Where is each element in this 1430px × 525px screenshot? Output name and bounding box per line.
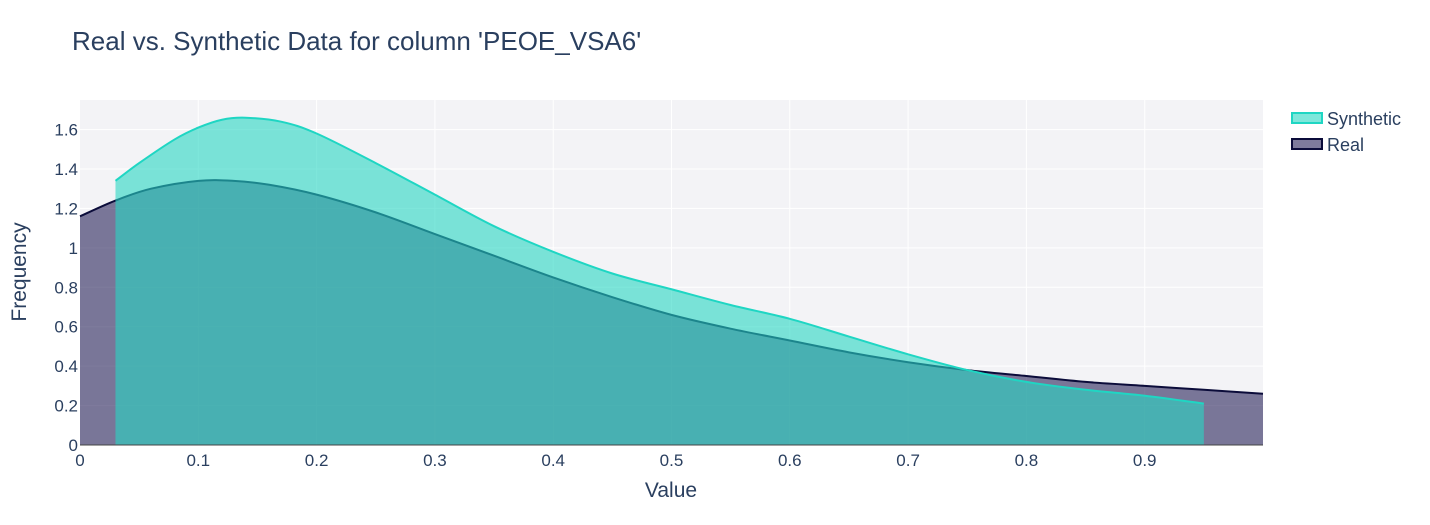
x-tick-label: 0.1 [186,451,210,470]
legend-item-synthetic[interactable]: Synthetic [1291,109,1401,129]
x-tick-label: 0.3 [423,451,447,470]
area-synthetic [115,117,1204,446]
legend-swatch [1291,138,1323,150]
y-axis-ticks: 0 0.2 0.4 0.6 0.8 1 1.2 1.4 1.6 [54,121,78,455]
y-tick-label: 0.6 [54,318,78,337]
x-tick-label: 0.9 [1133,451,1157,470]
legend-swatch [1291,112,1323,124]
x-tick-label: 0 [75,451,84,470]
y-tick-label: 1 [69,239,78,258]
y-tick-label: 1.2 [54,199,78,218]
x-axis-ticks: 0 0.1 0.2 0.3 0.4 0.5 0.6 0.7 0.8 0.9 [75,451,1156,470]
x-tick-label: 0.5 [660,451,684,470]
y-tick-label: 0 [69,436,78,455]
legend-label: Real [1327,135,1364,155]
y-tick-label: 1.6 [54,121,78,140]
line-synthetic [114,116,1204,405]
x-axis-title: Value [645,479,697,502]
legend-label: Synthetic [1327,109,1401,129]
chart-title: Real vs. Synthetic Data for column 'PEOE… [72,26,641,56]
x-tick-label: 0.6 [778,451,802,470]
y-tick-label: 1.4 [54,160,78,179]
series-areas [79,116,1264,446]
y-tick-label: 0.2 [54,397,78,416]
y-tick-label: 0.4 [54,357,78,376]
x-tick-label: 0.4 [541,451,565,470]
x-tick-label: 0.7 [896,451,920,470]
x-tick-label: 0.8 [1015,451,1039,470]
x-tick-label: 0.2 [305,451,329,470]
legend-item-real[interactable]: Real [1291,135,1364,155]
y-axis-title: Frequency [8,222,31,322]
y-tick-label: 0.8 [54,278,78,297]
legend[interactable]: Synthetic Real [1291,109,1401,155]
